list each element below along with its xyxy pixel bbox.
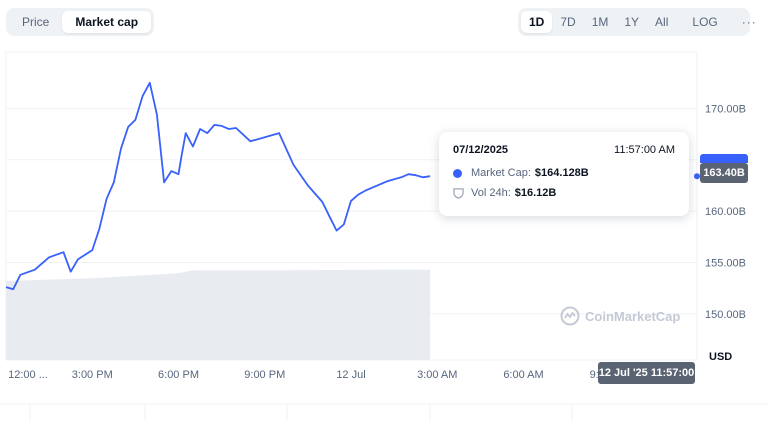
x-tick-label: 12:00 ... — [8, 369, 48, 381]
x-tick-label: 3:00 AM — [417, 369, 457, 381]
market-cap-line — [5, 81, 700, 291]
coinmarketcap-watermark: CoinMarketCap — [560, 306, 680, 326]
current-value-badge-top — [700, 154, 748, 163]
range-selector: 1D 7D 1M 1Y All LOG ··· — [518, 8, 756, 36]
tooltip-date: 07/12/2025 — [453, 144, 509, 156]
range-1m[interactable]: 1M — [591, 15, 609, 29]
market-cap-series-line — [5, 81, 431, 291]
y-tick-label: 170.00B — [705, 103, 746, 115]
x-tick-label: 9:00 PM — [244, 369, 285, 381]
crosshair-time-badge: 12 Jul '25 11:57:00 — [598, 362, 695, 384]
tab-market-cap[interactable]: Market cap — [62, 11, 152, 33]
chart-type-toggle: Price Market cap — [6, 8, 154, 36]
tooltip-market-cap-value: $164.128B — [534, 167, 589, 179]
x-tick-label: 12 Jul — [336, 369, 365, 381]
range-1y[interactable]: 1Y — [624, 15, 640, 29]
y-tick-label: 160.00B — [705, 206, 746, 218]
more-options-button[interactable]: ··· — [741, 15, 757, 29]
volume-shield-icon — [453, 187, 464, 199]
tooltip-time: 11:57:00 AM — [614, 144, 675, 156]
market-cap-dot-icon — [453, 168, 462, 178]
volume-area — [6, 269, 431, 360]
log-scale-button[interactable]: LOG — [692, 15, 718, 29]
volume-area-fill — [6, 269, 431, 360]
coinmarketcap-logo-icon — [560, 306, 580, 326]
range-1d[interactable]: 1D — [521, 11, 553, 33]
x-tick-label: 6:00 PM — [158, 369, 199, 381]
x-tick-label: 6:00 AM — [503, 369, 543, 381]
range-7d[interactable]: 7D — [560, 15, 576, 29]
watermark-text: CoinMarketCap — [585, 308, 681, 324]
y-tick-label: 150.00B — [705, 309, 746, 321]
tooltip-volume-label: Vol 24h: — [471, 187, 511, 199]
y-tick-label: 155.00B — [705, 257, 746, 269]
chart-tooltip: 07/12/2025 11:57:00 AM Market Cap: $164.… — [439, 132, 689, 216]
bottom-strip — [0, 403, 768, 421]
x-axis-labels: 12:00 ... 3:00 PM 6:00 PM 9:00 PM 12 Jul 3:00… — [8, 369, 630, 381]
tab-price[interactable]: Price — [22, 15, 50, 29]
current-value-badge: 163.40B — [700, 163, 748, 183]
x-tick-label: 3:00 PM — [72, 369, 113, 381]
current-point-marker — [694, 173, 700, 180]
tooltip-market-cap-label: Market Cap: — [471, 167, 531, 179]
currency-label: USD — [709, 351, 733, 363]
tooltip-volume-value: $16.12B — [514, 187, 557, 199]
range-all[interactable]: All — [655, 15, 669, 29]
